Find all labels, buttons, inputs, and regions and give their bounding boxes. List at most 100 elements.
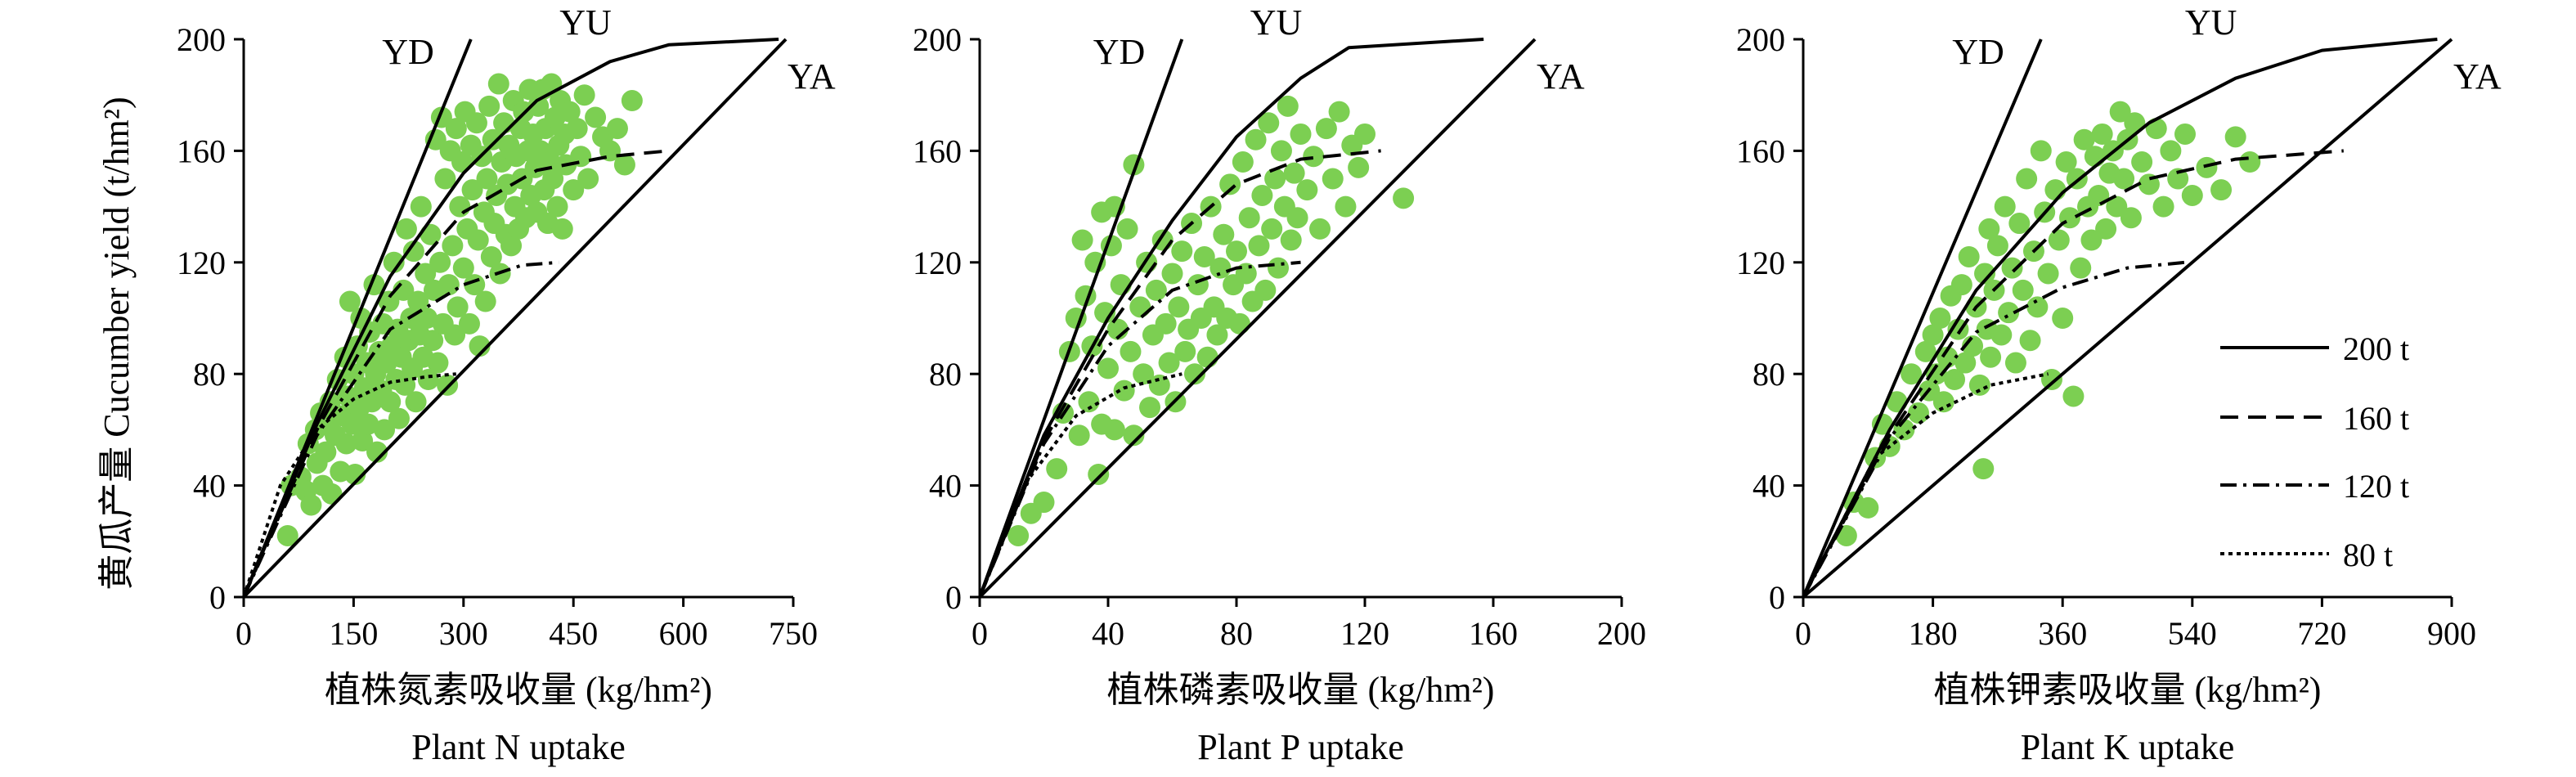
data-point (1315, 118, 1337, 140)
y-tick-label: 120 (1736, 245, 1785, 281)
data-point (606, 118, 628, 140)
data-point (1348, 156, 1370, 178)
data-point (438, 274, 460, 296)
data-point (1206, 324, 1228, 346)
data-point (559, 101, 581, 123)
data-point (1008, 524, 1030, 546)
data-point (335, 433, 357, 455)
data-point (1936, 346, 1959, 368)
curve-160-t (242, 149, 669, 598)
data-point (1155, 312, 1177, 335)
data-point (1393, 187, 1415, 209)
x-tick-label: 0 (972, 615, 988, 652)
data-point (2152, 195, 2174, 218)
x-tick-label: 40 (1092, 615, 1124, 652)
data-point (2026, 296, 2049, 318)
y-tick-label: 40 (193, 468, 226, 505)
curve-120-t (978, 260, 1301, 598)
data-point (1168, 296, 1190, 318)
data-point (480, 245, 502, 267)
data-point (1183, 363, 1205, 385)
data-point (1133, 363, 1155, 385)
data-point (2019, 330, 2041, 352)
data-point (1932, 391, 1954, 413)
data-point (1944, 369, 1966, 391)
data-point (2080, 229, 2103, 251)
data-point (2052, 308, 2074, 329)
curve-160-t (1802, 149, 2344, 598)
data-point (2044, 179, 2067, 201)
data-point (1033, 492, 1055, 514)
label-yd: YD (1093, 32, 1146, 72)
data-point (458, 312, 480, 335)
data-point (339, 290, 361, 312)
data-point (2224, 126, 2246, 148)
data-point (1290, 123, 1312, 145)
x-axis-label-cn: 植株磷素吸收量 (kg/hm²) (1107, 670, 1495, 710)
data-point (1268, 257, 1290, 279)
data-point (613, 154, 635, 176)
y-tick-label: 0 (209, 579, 226, 616)
data-point (1950, 274, 1972, 296)
data-point (1994, 195, 2016, 218)
data-point (469, 335, 491, 357)
data-point (2160, 140, 2182, 162)
data-point (2070, 257, 2092, 279)
data-point (1129, 296, 1151, 318)
label-yd: YD (382, 32, 434, 72)
y-tick-label: 200 (177, 21, 226, 58)
data-point (2109, 101, 2131, 123)
chart-panel-k: 0 40 80 120 160 200 0 180 360 540 720 900 植株钾素吸收量 (k… (1736, 2, 2502, 767)
y-tick-label: 80 (929, 356, 962, 393)
data-point (427, 352, 449, 374)
data-point (1907, 402, 1929, 424)
data-point (276, 524, 298, 546)
data-point (1209, 257, 1232, 279)
data-point (410, 195, 432, 218)
x-tick-label: 720 (2297, 615, 2346, 652)
x-tick-label: 300 (439, 615, 488, 652)
data-point (2210, 179, 2233, 201)
data-point (1261, 218, 1283, 240)
data-point (1986, 235, 2008, 257)
curve-80-t (1802, 372, 2049, 598)
label-ya: YA (2453, 56, 2502, 97)
data-point (2016, 168, 2038, 190)
line-yd (978, 38, 1184, 598)
y-tick-label: 40 (1752, 468, 1785, 505)
data-point (476, 168, 498, 190)
y-tick-label: 0 (1769, 579, 1785, 616)
data-point (573, 84, 595, 106)
data-point (1857, 496, 1879, 519)
data-point (527, 95, 550, 117)
data-point (1978, 218, 2000, 240)
x-tick-label: 200 (1597, 615, 1646, 652)
legend-label-120: 120 t (2343, 468, 2409, 505)
data-point (474, 290, 496, 312)
label-yu: YU (2185, 2, 2237, 43)
data-point (442, 235, 464, 257)
x-axis-label-cn: 植株氮素吸收量 (kg/hm²) (325, 670, 712, 710)
data-point (542, 168, 564, 190)
y-tick-label: 120 (913, 245, 962, 281)
data-point (500, 235, 523, 257)
data-point (1238, 207, 1260, 229)
data-point (422, 330, 444, 352)
data-point (1228, 312, 1250, 335)
data-point (1174, 340, 1196, 362)
data-point (1235, 263, 1257, 285)
data-point (2091, 123, 2113, 145)
data-point (2181, 184, 2203, 206)
data-point (1258, 112, 1280, 134)
data-point (1245, 128, 1267, 150)
x-tick-label: 900 (2427, 615, 2476, 652)
data-point (1954, 352, 1977, 374)
data-point (1968, 374, 1990, 396)
x-tick-label: 80 (1220, 615, 1253, 652)
x-tick-label: 360 (2038, 615, 2087, 652)
data-point (1097, 357, 1119, 380)
data-point (1161, 263, 1183, 285)
data-point (1322, 168, 1344, 190)
data-point (1922, 324, 1944, 346)
